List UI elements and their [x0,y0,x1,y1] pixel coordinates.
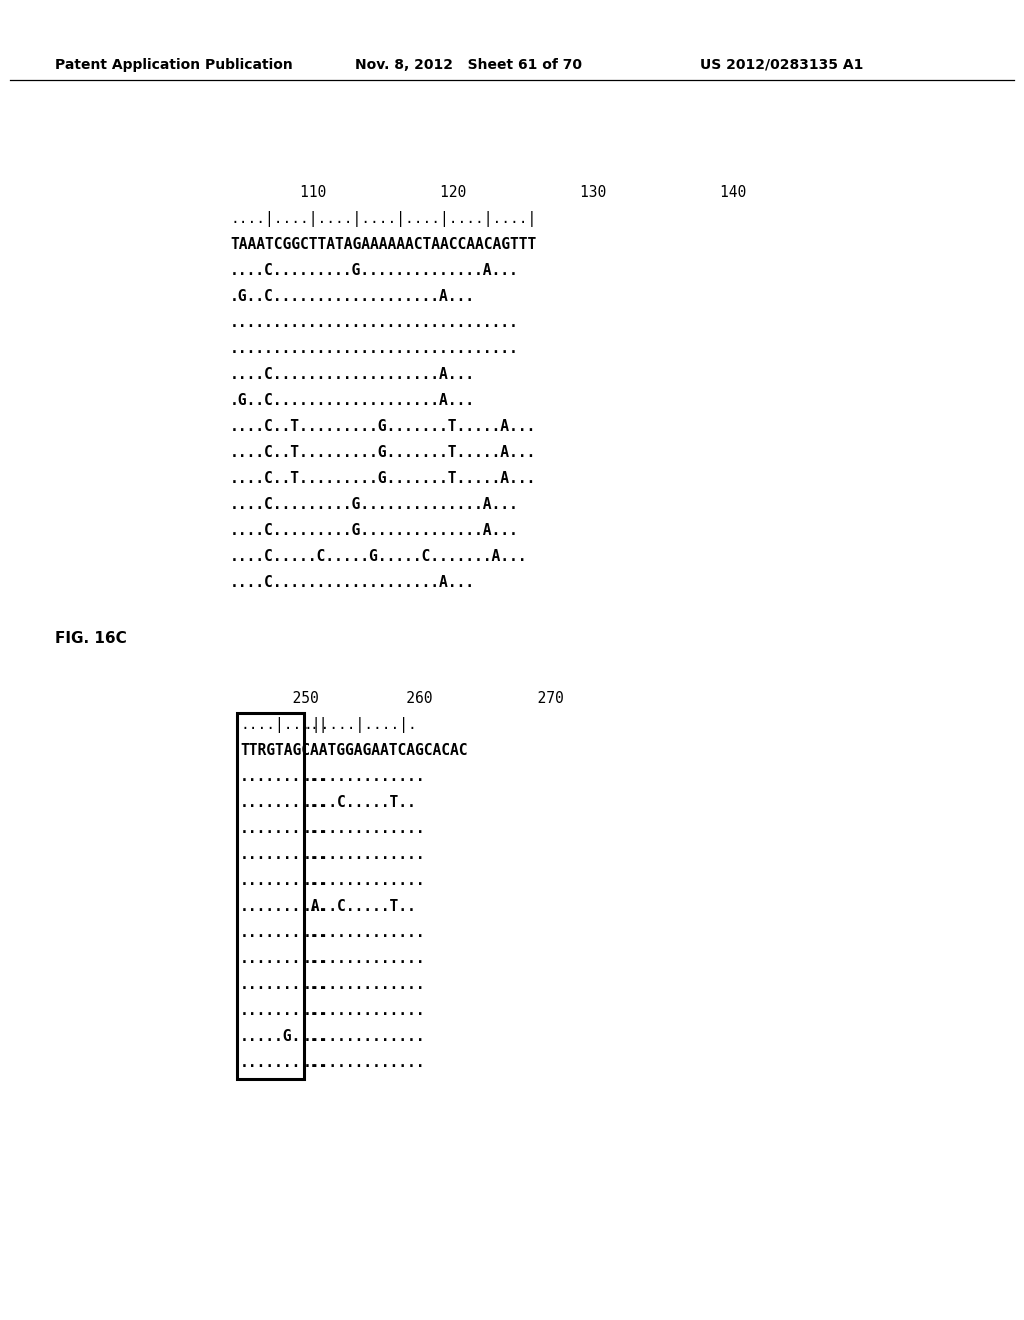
Text: ..............: .............. [303,925,426,940]
Text: 110             120             130             140: 110 120 130 140 [230,185,746,201]
Text: ....C.........G..............A...: ....C.........G..............A... [230,498,519,512]
Text: US 2012/0283135 A1: US 2012/0283135 A1 [700,58,863,73]
Text: ..............: .............. [303,977,426,993]
Text: ....C.....C.....G.....C.......A...: ....C.....C.....G.....C.......A... [230,549,527,564]
Text: TAAATCGGCTTATAGAAAAAACTAACCAACAGTTT: TAAATCGGCTTATAGAAAAAACTAACCAACAGTTT [230,238,537,252]
Text: ..............: .............. [303,873,426,888]
Text: ....|....|....|....|....|....|....|: ....|....|....|....|....|....|....| [230,211,537,227]
Text: .................................: ................................. [230,341,519,356]
Text: ....C..T.........G.......T.....A...: ....C..T.........G.......T.....A... [230,445,537,459]
Text: ..............: .............. [303,821,426,836]
Text: TTRGTAGCAATGGAGAATCAGCACAC: TTRGTAGCAATGGAGAATCAGCACAC [240,743,468,758]
Text: ..........: .......... [240,795,328,810]
Text: 250          260            270: 250 260 270 [240,690,564,706]
Text: ..........: .......... [240,1003,328,1018]
Text: ..........: .......... [240,873,328,888]
Text: ....C..T.........G.......T.....A...: ....C..T.........G.......T.....A... [230,471,537,486]
Text: ....C.........G..............A...: ....C.........G..............A... [230,523,519,539]
Text: ....C.........G..............A...: ....C.........G..............A... [230,263,519,279]
Text: ..............: .............. [303,1055,426,1071]
Text: ..........: .......... [240,770,328,784]
Text: Nov. 8, 2012   Sheet 61 of 70: Nov. 8, 2012 Sheet 61 of 70 [355,58,582,73]
Text: .................................: ................................. [230,315,519,330]
Text: ....C..T.........G.......T.....A...: ....C..T.........G.......T.....A... [230,418,537,434]
Text: ..........: .......... [240,821,328,836]
Text: ..........: .......... [240,950,328,966]
Text: ....C...................A...: ....C...................A... [230,367,475,381]
Text: ..........: .......... [240,847,328,862]
Text: .G..C...................A...: .G..C...................A... [230,289,475,304]
Text: .|....|....|.: .|....|....|. [303,717,417,733]
Text: ..............: .............. [303,770,426,784]
Text: Patent Application Publication: Patent Application Publication [55,58,293,73]
Text: ..........: .......... [240,977,328,993]
Text: ..........: .......... [240,925,328,940]
Text: ..............: .............. [303,950,426,966]
Text: ..............: .............. [303,1030,426,1044]
Text: ..........: .......... [240,899,328,913]
Text: ....C.....T..: ....C.....T.. [303,795,417,810]
Text: ..............: .............. [303,1003,426,1018]
Text: ..........: .......... [240,1055,328,1071]
Text: ....C...................A...: ....C...................A... [230,576,475,590]
Text: FIG. 16C: FIG. 16C [55,631,127,645]
Text: .A..C.....T..: .A..C.....T.. [303,899,417,913]
Text: ....|....|: ....|....| [240,717,328,733]
Bar [237,713,304,1078]
Text: .G..C...................A...: .G..C...................A... [230,393,475,408]
Text: ..............: .............. [303,847,426,862]
Text: .....G....: .....G.... [240,1030,328,1044]
